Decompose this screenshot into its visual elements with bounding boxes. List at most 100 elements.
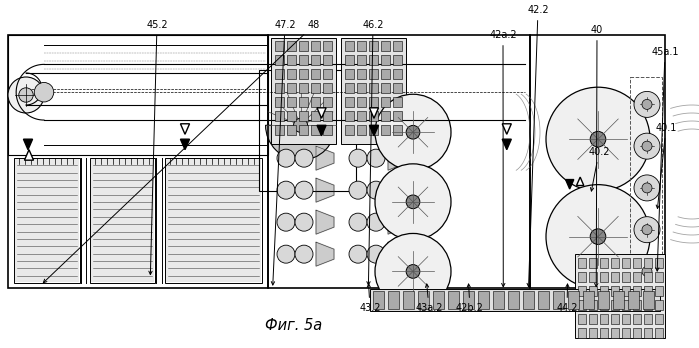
Circle shape xyxy=(294,118,308,132)
Bar xyxy=(433,291,444,309)
Bar xyxy=(600,314,608,324)
Bar xyxy=(553,291,564,309)
Circle shape xyxy=(8,77,44,113)
Bar xyxy=(323,97,332,107)
Bar xyxy=(611,327,619,338)
Bar xyxy=(345,125,354,135)
Bar xyxy=(311,41,320,51)
Bar xyxy=(323,125,332,135)
Bar xyxy=(381,83,390,93)
Bar xyxy=(611,271,619,282)
Bar xyxy=(345,69,354,79)
Circle shape xyxy=(295,149,313,167)
Bar xyxy=(311,83,320,93)
Bar xyxy=(323,41,332,51)
Bar xyxy=(165,158,262,283)
Bar xyxy=(287,55,296,65)
Text: 47.2: 47.2 xyxy=(271,20,296,285)
Bar xyxy=(655,314,663,324)
Bar xyxy=(299,69,308,79)
Bar xyxy=(589,314,597,324)
Bar xyxy=(357,41,366,51)
Bar xyxy=(369,55,378,65)
Text: 40: 40 xyxy=(591,25,603,287)
Bar xyxy=(381,111,390,121)
Circle shape xyxy=(277,213,295,231)
Bar xyxy=(357,111,366,121)
Circle shape xyxy=(367,149,385,167)
Bar xyxy=(275,111,284,121)
Text: 45.2: 45.2 xyxy=(146,20,168,275)
Bar xyxy=(287,83,296,93)
Bar xyxy=(578,314,586,324)
Polygon shape xyxy=(577,177,584,185)
Bar xyxy=(600,327,608,338)
Circle shape xyxy=(349,245,367,263)
Bar xyxy=(600,271,608,282)
Text: 42a.2: 42a.2 xyxy=(489,30,517,287)
Circle shape xyxy=(590,229,606,244)
Polygon shape xyxy=(388,242,406,266)
Polygon shape xyxy=(316,178,334,202)
Bar xyxy=(345,97,354,107)
Bar xyxy=(622,314,630,324)
Bar xyxy=(14,158,80,283)
Bar xyxy=(357,69,366,79)
Polygon shape xyxy=(180,124,189,134)
Polygon shape xyxy=(316,146,334,170)
Bar xyxy=(611,258,619,268)
Bar xyxy=(287,69,296,79)
Bar xyxy=(644,327,652,338)
Bar xyxy=(345,83,354,93)
Bar xyxy=(345,41,354,51)
Bar xyxy=(583,291,594,309)
Bar xyxy=(369,41,378,51)
Circle shape xyxy=(406,125,420,139)
Bar xyxy=(299,97,308,107)
Bar xyxy=(381,41,390,51)
Bar xyxy=(644,314,652,324)
Bar xyxy=(643,291,654,309)
Text: 42b.2: 42b.2 xyxy=(456,284,484,313)
Circle shape xyxy=(349,149,367,167)
Circle shape xyxy=(590,132,606,147)
Bar xyxy=(575,254,665,338)
Bar xyxy=(578,327,586,338)
Circle shape xyxy=(375,94,451,170)
Bar xyxy=(628,291,639,309)
Bar xyxy=(275,41,284,51)
Text: 43a.2: 43a.2 xyxy=(415,284,442,313)
Bar xyxy=(299,125,308,135)
Bar xyxy=(369,111,378,121)
Bar xyxy=(370,289,660,311)
Polygon shape xyxy=(369,108,379,118)
Circle shape xyxy=(634,175,660,201)
Circle shape xyxy=(642,141,652,151)
Polygon shape xyxy=(502,124,512,134)
Bar xyxy=(598,291,609,309)
Bar xyxy=(275,83,284,93)
Bar xyxy=(268,35,530,288)
Bar xyxy=(323,83,332,93)
Bar xyxy=(357,125,366,135)
Text: 42.2: 42.2 xyxy=(527,5,549,287)
Bar xyxy=(644,300,652,309)
Bar xyxy=(311,97,320,107)
Bar xyxy=(287,97,296,107)
Bar xyxy=(381,69,390,79)
Bar xyxy=(275,69,284,79)
Bar xyxy=(600,300,608,309)
Bar xyxy=(271,38,336,144)
Text: 40.2: 40.2 xyxy=(589,147,610,191)
Bar xyxy=(311,111,320,121)
Text: 45a.1: 45a.1 xyxy=(651,47,679,271)
Bar xyxy=(381,55,390,65)
Circle shape xyxy=(367,245,385,263)
Bar xyxy=(15,159,79,282)
Text: 46.2: 46.2 xyxy=(362,20,384,285)
Bar xyxy=(655,271,663,282)
Bar xyxy=(589,258,597,268)
Bar xyxy=(463,291,474,309)
Bar xyxy=(393,125,402,135)
Bar xyxy=(568,291,579,309)
